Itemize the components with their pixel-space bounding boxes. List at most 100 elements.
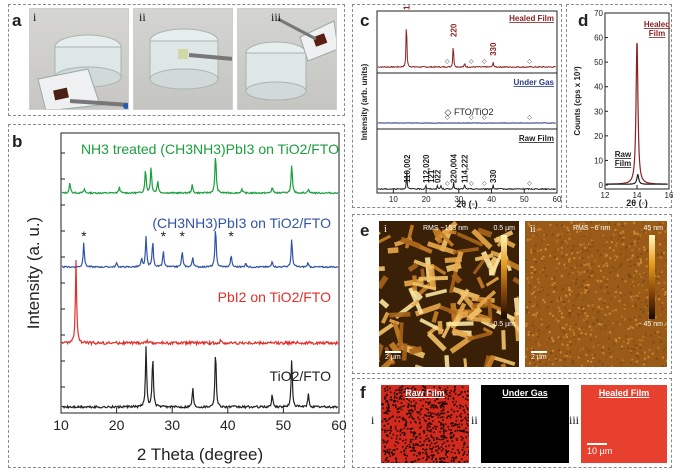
series-line-d-1 — [606, 175, 668, 185]
panel-label-d: d — [578, 12, 592, 30]
map-i-roman: i — [371, 413, 374, 428]
afm-ii-scale-bottom: - 45 nm — [639, 321, 663, 328]
x-tick-label-b-0: 10 — [53, 417, 69, 433]
series-line-b-1 — [62, 231, 338, 268]
panel-label-b: b — [12, 133, 26, 151]
afm-ii-colorbar — [649, 235, 655, 319]
peak-star-b-1: * — [161, 228, 167, 244]
x-axis-label-d: 2θ (◦) — [626, 198, 648, 208]
panel-b: 10 20 30 40 50 60 NH3 treated (CH3NH3)PbI3 on… — [8, 124, 345, 468]
diamond-marker-c-2-2: ◇ — [482, 181, 487, 187]
x-tick-label-c-4: 50 — [520, 195, 529, 204]
photo-i-label: i — [33, 10, 36, 25]
afm-ii-roman: ii — [530, 224, 536, 235]
diamond-marker-c-0-3: ◇ — [527, 59, 532, 65]
afm-ii-scalebar-label: 2 µm — [531, 354, 547, 361]
peak-star-b-2: * — [179, 228, 185, 244]
panel-f: i Raw Film ii Under Gas iii Healed Film … — [352, 378, 672, 468]
series-title-d-0-1: Film — [649, 29, 665, 38]
map-healed-film: Healed Film 10 µm — [581, 385, 667, 463]
afm-i-scale-top: 0.5 µm — [493, 225, 515, 232]
x-axis-label-c: 2θ (◦) — [456, 199, 478, 209]
x-tick-label-c-5: 60 — [553, 195, 562, 204]
map-under-gas: Under Gas — [481, 385, 569, 463]
afm-i-roman: i — [384, 224, 387, 235]
y-tick-label-d-2: 20 — [594, 132, 603, 141]
x-tick-label-b-1: 20 — [109, 417, 125, 433]
photo-iii — [237, 8, 337, 110]
y-tick-label-d-6: 60 — [594, 34, 603, 43]
series-label-b-0: NH3 treated (CH3NH3)PbI3 on TiO2/FTO — [81, 141, 339, 157]
diamond-marker-c-1-3: ◇ — [527, 115, 532, 121]
x-tick-label-d-2: 16 — [665, 191, 673, 200]
x-tick-label-b-5: 60 — [331, 417, 346, 433]
x-axis-label-b: 2 Theta (degree) — [137, 445, 263, 464]
peak-label-c-2-0: 110,002 — [403, 154, 412, 183]
afm-i-scalebar-label: 2 µm — [385, 354, 401, 361]
y-tick-label-d-4: 40 — [594, 83, 603, 92]
panel-label-a: a — [12, 12, 26, 30]
map-under-gas-title: Under Gas — [481, 388, 569, 398]
afm-image-ii: ii RMS ~6 nm 45 nm - 45 nm 2 µm — [525, 221, 667, 367]
series-title-d-1-0: Raw — [615, 150, 632, 159]
afm-i-rms: RMS ~153 nm — [423, 225, 468, 232]
panel-e: i RMS ~153 nm 0.5 µm - 0.5 µm 2 µm ii RM… — [352, 214, 672, 374]
y-tick-label-d-5: 50 — [594, 58, 603, 67]
series-label-b-3: TiO2/FTO — [270, 368, 332, 384]
photo-ii-label: ii — [139, 10, 146, 25]
afm-i-colorbar — [501, 235, 507, 319]
map-healed-title: Healed Film — [581, 388, 667, 398]
map-iii-roman: iii — [569, 413, 579, 428]
y-tick-label-d-7: 70 — [594, 9, 603, 18]
panel-label-f: f — [360, 384, 374, 402]
series-label-b-2: PbI2 on TiO2/FTO — [218, 289, 331, 305]
x-tick-label-c-3: 40 — [487, 195, 496, 204]
diamond-marker-c-0-0: ◇ — [445, 59, 450, 65]
peak-label-c-2-4: 220,004 — [450, 154, 459, 183]
xrd-chart-b: 10 20 30 40 50 60 NH3 treated (CH3NH3)PbI3 on… — [9, 125, 346, 469]
map-scalebar-label: 10 µm — [587, 446, 612, 456]
afm-ii-scalebar-line — [531, 351, 547, 353]
series-title-d-0-0: Healed — [644, 20, 670, 29]
photo-ii — [133, 8, 233, 110]
peak-label-c-0-1: 220 — [449, 23, 458, 37]
afm-i-scale-bottom: - 0.5 µm — [489, 321, 515, 328]
map-scalebar-line — [587, 443, 607, 445]
peak-label-c-2-5: 114,222 — [461, 154, 470, 183]
x-tick-label-d-0: 12 — [601, 191, 610, 200]
peak-star-b-3: * — [228, 228, 234, 244]
series-title-c-2: Raw Film — [519, 134, 554, 143]
series-title-c-0: Healed Film — [509, 14, 554, 23]
y-axis-label-c: Intensity (arb. units) — [360, 63, 369, 140]
afm-ii-scale-top: 45 nm — [644, 225, 663, 232]
y-tick-label-d-1: 10 — [594, 156, 603, 165]
diamond-marker-c-0-2: ◇ — [482, 59, 487, 65]
afm-image-i: i RMS ~153 nm 0.5 µm - 0.5 µm 2 µm — [379, 221, 519, 367]
map-raw-title: Raw Film — [381, 388, 469, 398]
photo-i — [29, 8, 129, 110]
x-tick-label-c-1: 20 — [422, 195, 431, 204]
marker-legend-c: ◇ FTO/TiO2 — [445, 107, 494, 117]
peak-label-c-0-0: 110 — [402, 5, 411, 10]
x-tick-label-c-0: 10 — [389, 195, 398, 204]
diamond-marker-c-0-1: ◇ — [469, 59, 474, 65]
panel-label-c: c — [360, 12, 374, 30]
panel-a: i ii iii — [8, 4, 345, 116]
afm-ii-rms: RMS ~6 nm — [573, 225, 610, 232]
y-tick-label-d-0: 0 — [599, 181, 604, 190]
peak-label-c-2-3: 022 — [434, 169, 443, 183]
x-tick-label-b-4: 50 — [276, 417, 292, 433]
x-tick-label-b-2: 30 — [164, 417, 180, 433]
series-title-c-1: Under Gas — [514, 78, 555, 87]
y-axis-label-d: Counts (cps x 10³) — [573, 66, 582, 136]
map-ii-roman: ii — [471, 413, 478, 428]
x-tick-label-b-3: 40 — [220, 417, 236, 433]
afm-i-scalebar-line — [385, 351, 401, 353]
peak-label-c-2-6: 330 — [489, 169, 498, 183]
map-raw-film: Raw Film — [381, 385, 469, 463]
panel-label-e: e — [360, 222, 374, 240]
diamond-marker-c-2-3: ◇ — [527, 181, 532, 187]
